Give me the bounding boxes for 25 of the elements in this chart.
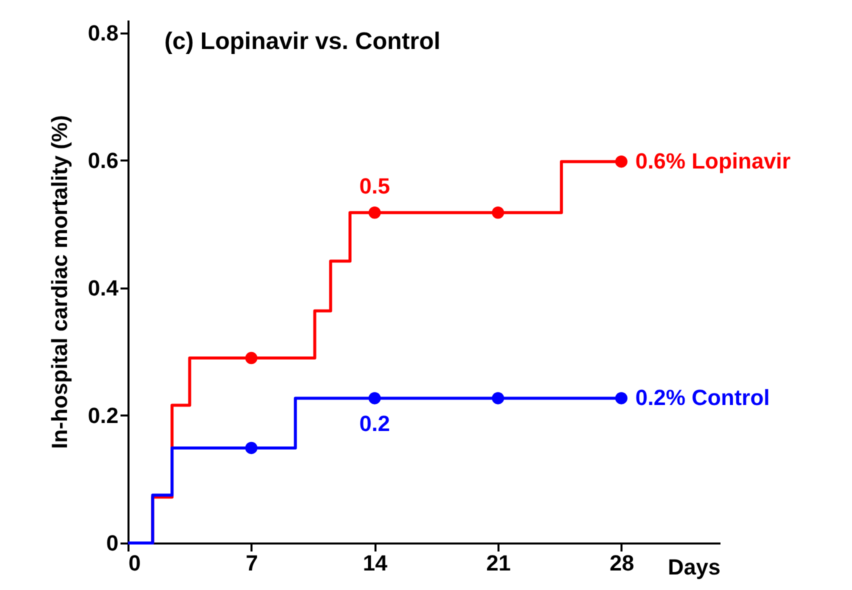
y-tick-label: 0.6 bbox=[88, 148, 118, 173]
x-tick-label: 7 bbox=[246, 550, 258, 576]
x-tick-label: 28 bbox=[610, 550, 634, 576]
point bbox=[245, 352, 258, 364]
point bbox=[492, 392, 504, 404]
y-axis-title: In-hospital cardiac mortality (%) bbox=[46, 115, 72, 449]
annotation: 0.2 bbox=[359, 411, 390, 436]
point bbox=[615, 155, 628, 168]
x-tick-label: 14 bbox=[362, 550, 388, 576]
y-tick-label: 0.8 bbox=[88, 20, 118, 46]
point bbox=[368, 206, 381, 219]
x-tick-label: 21 bbox=[486, 550, 511, 576]
point bbox=[368, 392, 381, 404]
series-label: 0.6% Lopinavir bbox=[635, 148, 792, 174]
chart-title: (c) Lopinavir vs. Control bbox=[164, 28, 440, 55]
y-tick-label: 0 bbox=[106, 530, 118, 556]
annotation: 0.5 bbox=[359, 174, 390, 199]
point bbox=[245, 442, 258, 454]
x-axis-title: Days bbox=[668, 554, 720, 580]
point bbox=[615, 392, 628, 404]
series-label: 0.2% Control bbox=[635, 385, 770, 410]
x-tick-label: 0 bbox=[128, 550, 141, 576]
y-tick-label: 0.2 bbox=[88, 402, 118, 428]
point bbox=[492, 206, 504, 219]
y-tick-label: 0.4 bbox=[88, 275, 120, 300]
